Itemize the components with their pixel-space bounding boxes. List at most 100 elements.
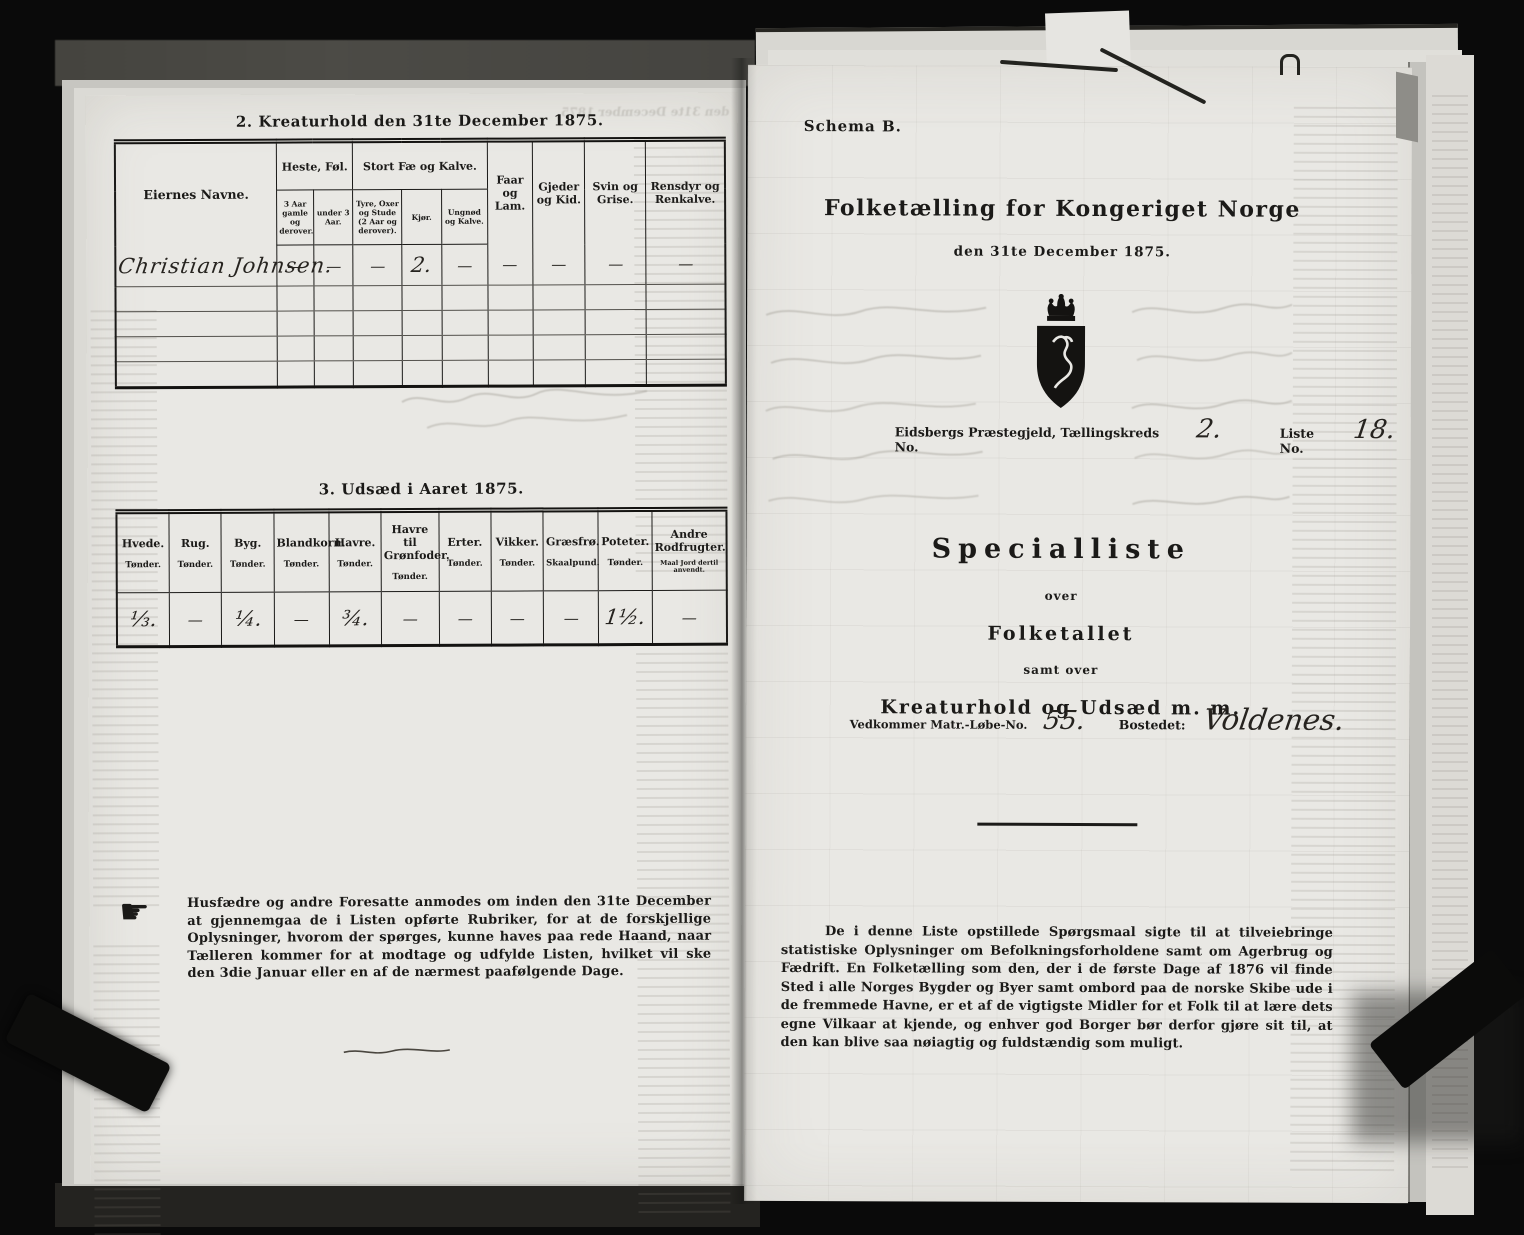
value-cell: — bbox=[382, 591, 440, 645]
bleed-through-handwriting bbox=[397, 383, 657, 440]
column-header: Vikker. Tønder. bbox=[491, 510, 544, 591]
handwritten-matrikkel-number: 55. bbox=[1041, 706, 1087, 736]
column-header: Poteter. Tønder. bbox=[598, 509, 652, 590]
schema-label: Schema B. bbox=[804, 117, 902, 135]
handwritten-value: ⅓. bbox=[128, 607, 158, 631]
column-header: Byg. Tønder. bbox=[221, 511, 274, 592]
handwritten-dash: — bbox=[456, 609, 473, 627]
left-page: den 31te December 1875. 2. Kreaturhold d… bbox=[86, 93, 743, 1184]
empty-cell bbox=[646, 309, 725, 334]
column-subheader-heste-1: 3 Aar gamle og derover. bbox=[277, 190, 314, 245]
column-header: Rug. Tønder. bbox=[169, 511, 222, 592]
empty-cell bbox=[116, 336, 278, 362]
value-cell: — bbox=[652, 590, 727, 644]
column-header: Andre Rodfrugter. Maal Jord dertil anven… bbox=[652, 509, 727, 590]
district-line: Eidsbergs Præstegjeld, Tællingskreds No.… bbox=[895, 413, 1395, 456]
empty-cell bbox=[354, 336, 403, 361]
handwritten-dash: — bbox=[502, 256, 519, 274]
empty-cell bbox=[402, 310, 442, 335]
value-cell: — bbox=[169, 592, 222, 646]
owner-name-cell: Christian Johnsen. bbox=[116, 245, 276, 287]
title-block: Folketælling for Kongeriget Norge den 31… bbox=[777, 195, 1347, 261]
handwritten-dash: — bbox=[509, 609, 526, 627]
empty-cell bbox=[585, 359, 646, 385]
column-group-heste: Heste, Føl. bbox=[276, 141, 352, 190]
column-group-fae: Stort Fæ og Kalve. bbox=[353, 140, 487, 190]
empty-cell bbox=[277, 336, 314, 361]
value-cell: — bbox=[646, 243, 726, 284]
empty-cell bbox=[646, 284, 725, 309]
column-header: Græsfrø. Skaalpund. bbox=[543, 510, 598, 591]
column-header-faar: Faar og Lam. bbox=[487, 140, 533, 244]
empty-cell bbox=[646, 359, 725, 385]
bleed-through-handwriting bbox=[760, 301, 991, 512]
empty-cell bbox=[116, 361, 278, 388]
coat-of-arms-norway bbox=[1029, 294, 1093, 422]
kreaturhold-table: Eiernes Navne. Heste, Føl. Stort Fæ og K… bbox=[114, 137, 727, 390]
matrikkel-prefix: Vedkommer Matr.-Løbe-No. bbox=[850, 717, 1028, 732]
empty-cell bbox=[442, 360, 488, 386]
empty-cell bbox=[442, 310, 488, 335]
value-cell: — bbox=[274, 592, 329, 646]
table-row-empty bbox=[116, 309, 726, 337]
handwritten-dash: — bbox=[550, 256, 567, 274]
handwritten-value: ¾. bbox=[340, 606, 370, 630]
page-title: Folketælling for Kongeriget Norge bbox=[777, 195, 1347, 223]
column-subheader-heste-2: under 3 Aar. bbox=[313, 190, 353, 245]
handwritten-dash: — bbox=[369, 257, 386, 275]
footnote-text: Husfædre og andre Foresatte anmodes om i… bbox=[187, 893, 711, 983]
empty-cell bbox=[314, 286, 354, 311]
empty-cell bbox=[354, 361, 403, 387]
value-cell: — bbox=[533, 244, 585, 285]
empty-cell bbox=[533, 285, 585, 310]
handwritten-mark bbox=[342, 1044, 452, 1058]
instructions-paragraph: De i denne Liste opstillede Spørgsmaal s… bbox=[781, 923, 1333, 1054]
handwritten-dash: — bbox=[187, 610, 204, 628]
right-page: Schema B. Folketælling for Kongeriget No… bbox=[744, 65, 1412, 1203]
handwritten-dash: — bbox=[287, 257, 304, 275]
footnote: ☛ Husfædre og andre Foresatte anmodes om… bbox=[119, 893, 719, 983]
bleed-through-handwriting bbox=[1126, 296, 1297, 517]
value-cell: — bbox=[585, 243, 646, 284]
table-row: Christian Johnsen. — — — 2. — — — — — bbox=[115, 243, 725, 287]
udsaed-table: Hvede. Tønder. Rug. Tønder. Byg. Tønder.… bbox=[115, 507, 728, 649]
column-header: Hvede. Tønder. bbox=[116, 512, 169, 593]
empty-cell bbox=[277, 311, 314, 336]
empty-cell bbox=[353, 286, 402, 311]
value-cell: — bbox=[353, 245, 402, 286]
matrikkel-line: Vedkommer Matr.-Løbe-No. 55. Bostedet: V… bbox=[850, 701, 1370, 737]
liste-label: Liste No. bbox=[1280, 426, 1342, 456]
handwritten-value: ¼. bbox=[233, 607, 263, 631]
value-cell: — bbox=[442, 244, 488, 285]
column-header-owner: Eiernes Navne. bbox=[115, 141, 277, 246]
handwritten-liste-number: 18. bbox=[1351, 415, 1397, 445]
district-prefix: Eidsbergs Præstegjeld, Tællingskreds No. bbox=[895, 424, 1183, 455]
value-cell: 2. bbox=[402, 244, 442, 285]
empty-cell bbox=[277, 286, 314, 311]
handwritten-value: 2. bbox=[410, 253, 433, 277]
empty-cell bbox=[314, 361, 354, 387]
divider-rule bbox=[977, 823, 1137, 827]
value-cell: ¼. bbox=[222, 592, 275, 646]
empty-cell bbox=[442, 335, 488, 360]
handwritten-dash: — bbox=[607, 255, 624, 273]
page-subtitle: den 31te December 1875. bbox=[777, 243, 1347, 261]
table-row-empty bbox=[116, 334, 726, 362]
value-cell: — bbox=[544, 591, 599, 645]
empty-cell bbox=[314, 311, 354, 336]
empty-cell bbox=[353, 311, 402, 336]
handwritten-dash: — bbox=[563, 609, 580, 627]
empty-cell bbox=[585, 309, 646, 334]
empty-cell bbox=[533, 335, 585, 360]
empty-cell bbox=[116, 311, 278, 337]
column-header-rensdyr: Rensdyr og Renkalve. bbox=[645, 139, 725, 243]
handwritten-dash: — bbox=[402, 609, 419, 627]
udsaed-table-title: 3. Udsæd i Aaret 1875. bbox=[115, 479, 727, 500]
handwritten-dash: — bbox=[456, 256, 473, 274]
value-cell: ⅓. bbox=[117, 593, 170, 647]
empty-cell bbox=[277, 361, 314, 387]
value-cell: ¾. bbox=[329, 592, 382, 646]
empty-cell bbox=[488, 285, 534, 310]
column-header-svin: Svin og Grise. bbox=[584, 139, 645, 243]
column-subheader-fae-3: Ungnød og Kalve. bbox=[441, 189, 487, 244]
